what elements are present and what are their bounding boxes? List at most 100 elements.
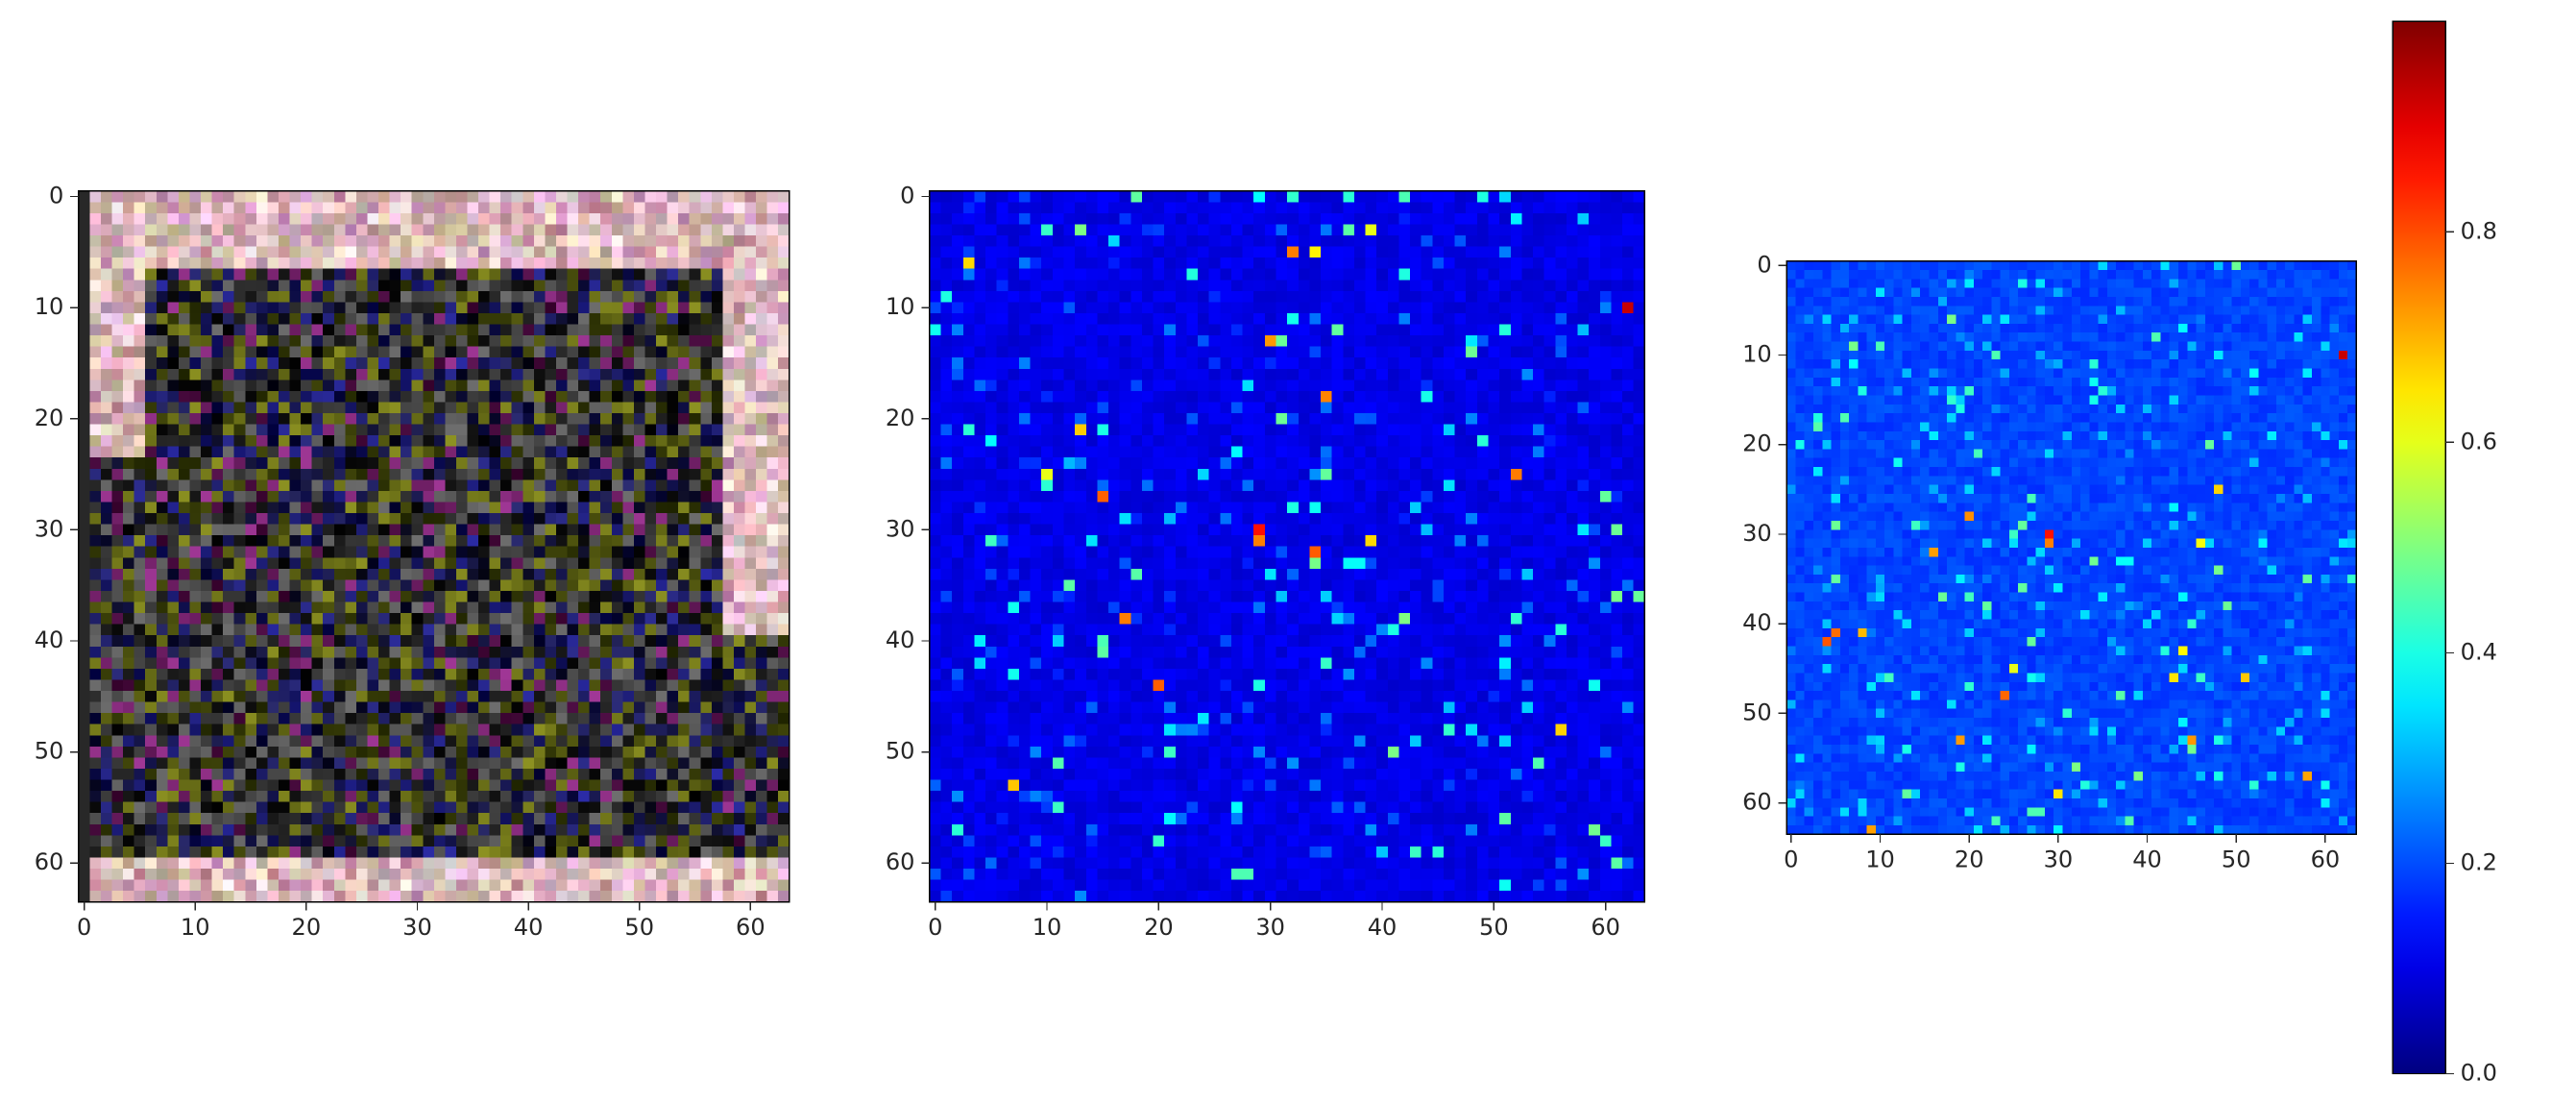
pixel	[1410, 324, 1422, 336]
pixel	[611, 246, 623, 258]
pixel	[111, 302, 124, 314]
pixel	[952, 280, 964, 292]
pixel	[323, 746, 335, 758]
pixel	[301, 801, 313, 814]
pixel	[962, 312, 975, 326]
pixel	[1097, 190, 1109, 203]
pixel	[611, 823, 623, 836]
pixel	[389, 479, 401, 492]
pixel	[367, 869, 379, 881]
pixel	[567, 424, 579, 436]
pixel	[78, 390, 90, 403]
pixel	[378, 768, 391, 781]
pixel	[633, 390, 646, 403]
pixel	[78, 335, 90, 348]
pixel	[323, 846, 335, 858]
pixel	[123, 290, 135, 303]
pixel	[267, 701, 279, 714]
pixel	[611, 224, 623, 236]
pixel	[100, 768, 113, 781]
pixel	[100, 813, 113, 825]
pixel	[622, 768, 635, 781]
pixel	[1521, 280, 1534, 292]
pixel	[489, 224, 501, 236]
pixel	[233, 835, 246, 847]
pixel	[589, 268, 601, 281]
pixel	[233, 357, 246, 370]
pixel	[689, 324, 701, 336]
pixel	[134, 879, 146, 892]
pixel	[1063, 268, 1076, 281]
pixel	[744, 290, 757, 303]
pixel	[533, 212, 546, 225]
pixel	[367, 590, 379, 603]
pixel	[211, 513, 224, 526]
pixel	[189, 435, 202, 448]
pixel	[611, 879, 623, 892]
pixel	[589, 402, 601, 414]
pixel	[1622, 324, 1635, 336]
pixel	[167, 235, 180, 248]
pixel	[211, 357, 224, 370]
pixel	[478, 891, 491, 903]
pixel	[145, 258, 158, 270]
pixel	[367, 568, 379, 580]
pixel	[511, 424, 523, 436]
pixel	[1052, 190, 1065, 203]
pixel	[201, 857, 213, 870]
pixel	[667, 290, 679, 303]
pixel	[1443, 258, 1456, 270]
pixel	[633, 568, 646, 580]
pixel	[423, 857, 435, 870]
pixel	[478, 679, 491, 692]
pixel	[667, 346, 679, 358]
pixel	[445, 490, 457, 503]
pixel	[555, 713, 569, 725]
pixel	[489, 335, 501, 348]
pixel	[545, 402, 557, 414]
pixel	[533, 502, 546, 514]
pixel	[433, 823, 446, 836]
pixel	[433, 835, 446, 847]
pixel	[778, 524, 790, 536]
pixel	[467, 801, 479, 814]
pixel	[589, 280, 601, 292]
pixel	[345, 535, 357, 548]
pixel	[589, 635, 601, 648]
pixel	[633, 757, 646, 770]
pixel	[545, 390, 557, 403]
pixel	[511, 735, 523, 748]
pixel	[522, 724, 535, 736]
pixel	[78, 791, 90, 803]
pixel	[289, 202, 302, 214]
pixel	[555, 513, 569, 526]
pixel	[301, 524, 313, 536]
pixel	[511, 646, 523, 658]
pixel	[445, 479, 457, 492]
pixel	[678, 258, 691, 270]
pixel	[289, 268, 302, 281]
pixel	[178, 535, 190, 548]
pixel	[255, 435, 268, 448]
pixel	[567, 468, 579, 480]
pixel	[1622, 235, 1635, 248]
pixel	[134, 691, 146, 703]
pixel	[756, 624, 768, 636]
pixel	[511, 246, 523, 258]
pixel	[722, 869, 735, 881]
pixel	[100, 446, 113, 458]
pixel	[722, 202, 735, 214]
pixel	[301, 224, 313, 236]
pixel	[211, 713, 224, 725]
pixel	[100, 190, 113, 203]
pixel	[1510, 190, 1522, 203]
pixel	[433, 746, 446, 758]
pixel	[700, 735, 713, 748]
pixel	[1063, 335, 1076, 348]
pixel	[223, 668, 235, 680]
pixel	[985, 258, 998, 270]
pixel	[733, 835, 746, 847]
pixel	[545, 524, 557, 536]
pixel	[489, 402, 501, 414]
pixel	[167, 302, 180, 314]
